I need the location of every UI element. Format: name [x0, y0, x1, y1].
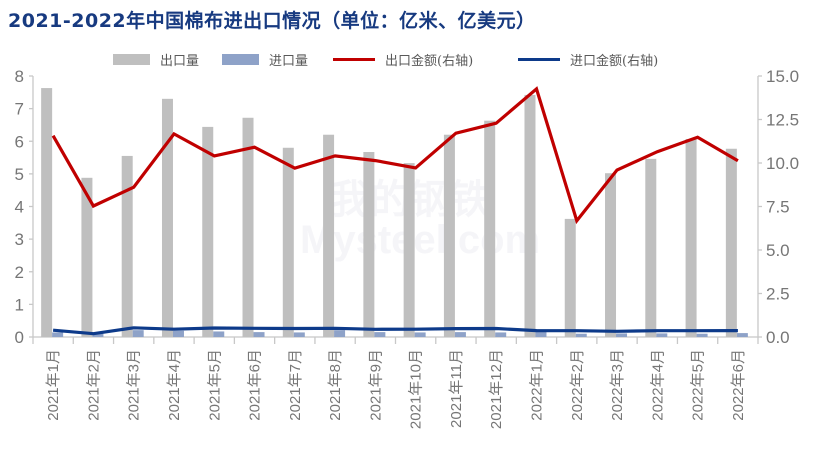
import-volume-bar [454, 332, 466, 337]
export-value-line [51, 86, 739, 225]
left-axis-label: 5 [15, 165, 24, 184]
x-axis-label: 2021年8月 [327, 349, 344, 421]
x-axis-label: 2021年6月 [247, 349, 264, 421]
import-volume-bar [575, 333, 587, 337]
export-volume-bar [484, 120, 496, 337]
x-axis-label: 2022年3月 [609, 349, 626, 421]
x-axis-label: 2022年6月 [730, 349, 747, 421]
export-volume-bar [41, 88, 53, 337]
export-volume-bar [161, 98, 173, 338]
import-volume-bar [616, 333, 628, 337]
x-axis-label: 2022年2月 [569, 349, 586, 421]
left-axis-label: 3 [15, 230, 24, 249]
export-volume-bar [564, 218, 576, 337]
export-volume-bar [443, 134, 455, 337]
right-axis-label: 2.5 [766, 285, 790, 304]
import-volume-bar [92, 333, 104, 337]
legend-label: 出口量 [160, 53, 200, 69]
left-axis-label: 6 [15, 132, 24, 151]
import-volume-bar [52, 332, 64, 337]
export-volume-bar [524, 94, 536, 337]
x-axis-label: 2021年11月 [448, 349, 465, 428]
import-volume-bar [696, 333, 708, 337]
x-axis-label: 2021年4月 [166, 349, 183, 421]
legend-swatch-export-volume [113, 53, 150, 65]
import-volume-bar [172, 330, 184, 337]
right-axis-label: 10.0 [766, 154, 799, 173]
x-axis-label: 2021年10月 [408, 349, 425, 429]
x-axis-label: 2021年7月 [287, 349, 304, 421]
import-volume-bar [736, 333, 748, 337]
import-volume-bar [374, 332, 386, 337]
x-axis-label: 2021年12月 [488, 349, 505, 429]
import-volume-bar [495, 332, 507, 337]
right-axis-label: 15.0 [766, 67, 799, 86]
x-axis-label: 2021年1月 [45, 349, 62, 421]
x-axis-label: 2021年5月 [206, 349, 223, 421]
import-volume-bar [293, 332, 305, 337]
export-volume-bar [363, 152, 375, 337]
import-volume-bar [414, 332, 426, 337]
right-axis-label: 12.5 [766, 111, 799, 130]
export-volume-bar [323, 134, 335, 337]
legend-swatch-import-value [518, 57, 560, 61]
import-volume-bar [656, 333, 668, 337]
import-volume-bar [213, 331, 225, 337]
export-volume-bar [725, 148, 737, 337]
chart-title: 2021-2022年中国棉布进出口情况（单位：亿米、亿美元） [8, 10, 536, 32]
import-value-line [52, 326, 738, 336]
import-volume-bar [535, 331, 547, 337]
import-volume-bar [253, 332, 265, 337]
legend-item-import-value: 进口金额(右轴) [518, 49, 658, 69]
export-volume-bar [242, 117, 254, 337]
legend-swatch-export-value [333, 57, 375, 61]
import-volume-bar [334, 330, 346, 337]
x-axis-label: 2021年2月 [85, 349, 102, 421]
legend-item-export-value: 出口金额(右轴) [333, 49, 473, 69]
right-axis-label: 5.0 [766, 241, 790, 260]
left-axis-label: 0 [15, 328, 24, 347]
x-axis-label: 2022年5月 [690, 349, 707, 421]
x-axis-label: 2021年3月 [126, 349, 143, 421]
right-axis-label: 7.5 [766, 198, 790, 217]
left-axis-label: 1 [15, 295, 24, 314]
export-volume-bar [685, 138, 697, 337]
x-axis-label: 2021年9月 [367, 349, 384, 421]
left-axis-label: 2 [15, 263, 24, 282]
left-axis-label: 4 [15, 198, 24, 217]
legend-label: 出口金额(右轴) [385, 53, 474, 69]
export-volume-bar [645, 158, 657, 337]
x-axis-label: 2022年4月 [649, 349, 666, 421]
legend-swatch-import-volume [222, 53, 259, 65]
x-axis-label: 2022年1月 [528, 349, 545, 421]
import-volume-bar [132, 330, 144, 337]
legend-item-export-volume: 出口量 [113, 49, 199, 69]
chart-legend: 出口量 进口量 出口金额(右轴) 进口金额(右轴) [0, 49, 816, 69]
export-volume-bar [202, 126, 214, 338]
right-axis-label: 0.0 [766, 328, 790, 347]
export-volume-bar [81, 177, 93, 337]
export-volume-bar [121, 155, 133, 337]
export-volume-bar [282, 147, 294, 337]
export-volume-bar [605, 173, 617, 337]
left-axis-label: 8 [15, 67, 24, 86]
legend-item-import-volume: 进口量 [222, 49, 308, 69]
legend-label: 进口金额(右轴) [570, 53, 659, 69]
export-volume-bar [403, 163, 415, 337]
left-axis-label: 7 [15, 100, 24, 119]
legend-label: 进口量 [269, 53, 309, 69]
